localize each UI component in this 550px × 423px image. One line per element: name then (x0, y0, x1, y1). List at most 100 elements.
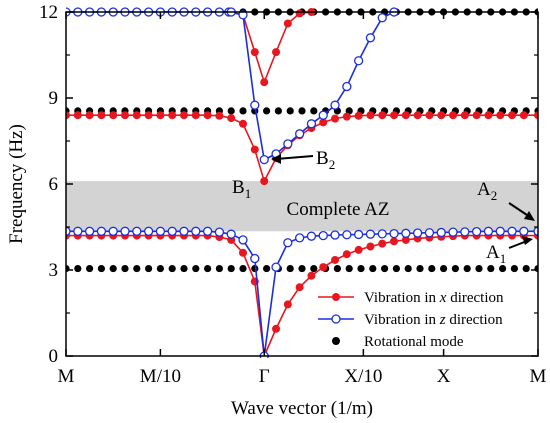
x-direction-point (366, 242, 375, 251)
x-direction-point (168, 111, 177, 120)
rotational-point (510, 264, 518, 273)
rotational-point (298, 264, 306, 273)
x-direction-point (272, 324, 281, 333)
x-direction-point (437, 111, 446, 120)
z-direction-point (250, 100, 260, 110)
z-direction-point (424, 228, 435, 238)
x-tick-label: M (58, 366, 75, 387)
x-direction-point (73, 111, 82, 120)
x-direction-point (250, 48, 259, 57)
annotation-a2-sub: 2 (491, 188, 498, 203)
x-direction-point (534, 111, 538, 120)
z-direction-point (365, 229, 376, 239)
z-direction-point (214, 227, 225, 237)
y-tick-label: 0 (49, 346, 59, 367)
z-direction-point (401, 228, 411, 238)
z-direction-point (259, 154, 269, 165)
x-direction-branch (224, 8, 316, 87)
rotational-point (74, 264, 82, 273)
z-direction-point (294, 233, 305, 243)
rotational-point (416, 264, 424, 273)
x-direction-point (97, 111, 106, 120)
x-direction-point (156, 111, 165, 120)
annotation-b1-sub: 1 (245, 186, 252, 201)
annotation-b1: B1 (232, 177, 251, 201)
x-direction-point (390, 111, 399, 120)
z-direction-point (73, 226, 83, 236)
complete-az-label: Complete AZ (287, 199, 390, 220)
annotation-a1-main: A (486, 242, 500, 263)
rotational-point (487, 264, 495, 273)
rotational-point (145, 264, 153, 273)
x-direction-point (366, 111, 375, 120)
rotational-point (357, 264, 365, 273)
x-direction-point (390, 237, 399, 246)
x-direction-point (401, 235, 410, 244)
z-direction-point (238, 235, 248, 245)
z-direction-point (353, 56, 364, 66)
x-direction-point (413, 111, 422, 120)
z-direction-point (318, 110, 328, 120)
x-direction-point (121, 111, 129, 120)
rotational-point (239, 107, 247, 115)
x-direction-point (283, 19, 292, 28)
z-direction-point (306, 231, 317, 241)
z-direction-point (96, 226, 107, 236)
x-direction-point (239, 248, 247, 257)
x-direction-point (85, 111, 94, 120)
x-direction-point (378, 111, 387, 120)
annotation-b2-sub: 2 (329, 157, 336, 172)
z-direction-point (179, 226, 189, 236)
complete-az-band (66, 181, 538, 232)
rotational-point (310, 107, 318, 115)
rotational-point (440, 264, 448, 273)
rotational-point (286, 107, 294, 115)
z-direction-point (271, 262, 281, 272)
x-direction-point (331, 255, 340, 264)
z-direction-point (202, 226, 213, 236)
z-direction-point (226, 229, 236, 239)
arrow-a1 (508, 240, 528, 249)
z-direction-point (238, 10, 248, 20)
z-direction-point (389, 228, 399, 239)
rotational-point (239, 264, 247, 273)
x-direction-line (66, 114, 538, 184)
x-direction-point (191, 111, 200, 120)
legend: Vibration in x direction Vibration in z … (318, 290, 504, 350)
z-direction-point (167, 226, 177, 236)
rotational-point (451, 264, 459, 273)
z-direction-point (519, 226, 529, 236)
x-tick-label: X (437, 366, 451, 387)
arrow-a2-head (524, 211, 535, 221)
x-direction-point (354, 111, 363, 120)
x-direction-point (203, 111, 212, 120)
rotational-point (369, 264, 377, 273)
z-direction-point (66, 226, 71, 236)
rotational-point (133, 264, 141, 273)
x-direction-point (354, 245, 363, 254)
x-direction-point (132, 111, 141, 120)
x-direction-point (272, 48, 281, 57)
x-direction-point (331, 114, 340, 123)
rotational-point (286, 264, 294, 273)
x-tick-label: Γ (259, 366, 270, 387)
x-direction-point (307, 271, 316, 280)
z-direction-branch (224, 7, 399, 165)
rotational-point (180, 264, 188, 273)
z-direction-point (330, 230, 340, 240)
z-direction-point (143, 226, 154, 236)
x-direction-point (342, 250, 351, 259)
z-direction-point (342, 81, 352, 92)
legend-z-label: Vibration in z direction (364, 312, 503, 328)
annotation-a1-sub: 1 (500, 251, 507, 266)
x-direction-point (260, 78, 269, 87)
z-direction-point (483, 226, 494, 236)
rotational-point (97, 264, 105, 273)
x-direction-point (239, 119, 247, 128)
x-direction-point (227, 114, 236, 123)
rotational-point (215, 264, 223, 273)
x-direction-point (484, 111, 493, 120)
y-tick-label: 6 (49, 174, 59, 195)
